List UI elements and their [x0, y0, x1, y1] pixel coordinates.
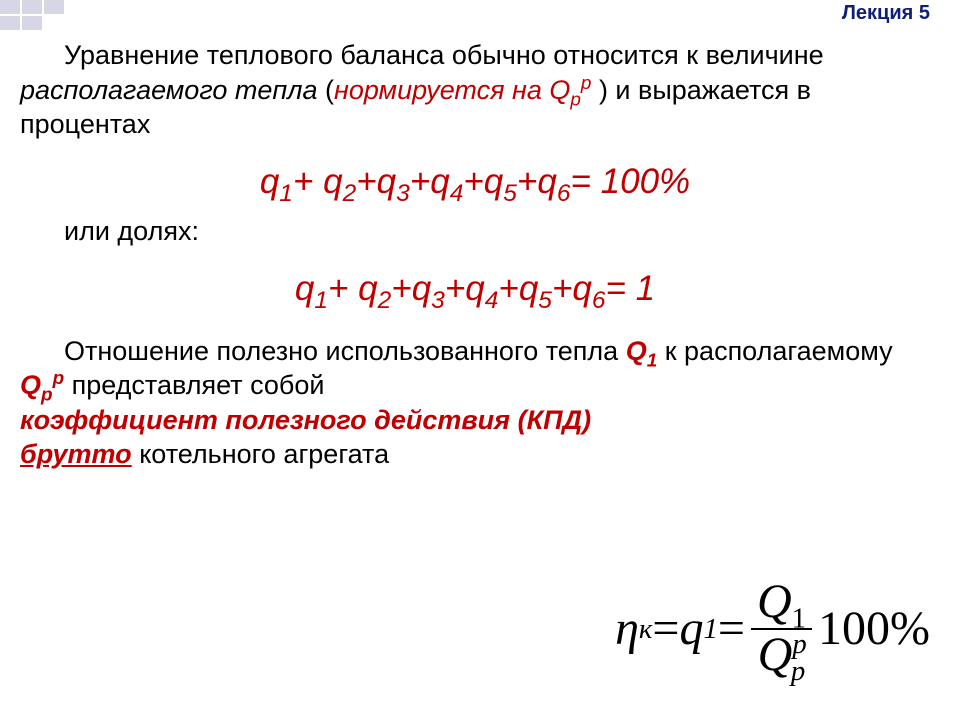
paragraph-1: Уравнение теплового баланса обычно относ…: [20, 38, 930, 142]
slide-content: Уравнение теплового баланса обычно относ…: [0, 0, 960, 472]
equation-fraction: q1+ q2+q3+q4+q5+q6= 1: [20, 267, 930, 312]
p1-text-c: (: [317, 75, 334, 105]
p3-c: к располагаемому: [657, 336, 892, 366]
p1-text-b: располагаемого тепла: [20, 75, 317, 105]
p3-brutto: брутто: [20, 439, 132, 469]
efficiency-formula: ηк = q1 = Q1 Qрр 100%: [615, 577, 930, 680]
p3-h: котельного агрегата: [132, 439, 389, 469]
p3-a: Отношение полезно использованного тепла: [64, 336, 626, 366]
p3-q1: Q1: [626, 336, 658, 366]
lecture-header: Лекция 5: [842, 2, 930, 25]
paragraph-2: или долях:: [20, 214, 930, 249]
paragraph-3: Отношение полезно использованного тепла …: [20, 334, 930, 472]
p3-kpd: коэффициент полезного действия (КПД): [20, 405, 591, 435]
p3-e: представляет собой: [64, 370, 324, 400]
fraction: Q1 Qрр: [751, 577, 812, 680]
equation-percent: q1+ q2+q3+q4+q5+q6= 100%: [20, 160, 930, 205]
corner-decoration: [0, 0, 90, 34]
p1-text-a: Уравнение теплового баланса обычно относ…: [64, 40, 824, 70]
p1-text-d: нормируется на Qрр: [334, 75, 591, 105]
p3-qrp: Qрр: [20, 370, 64, 400]
